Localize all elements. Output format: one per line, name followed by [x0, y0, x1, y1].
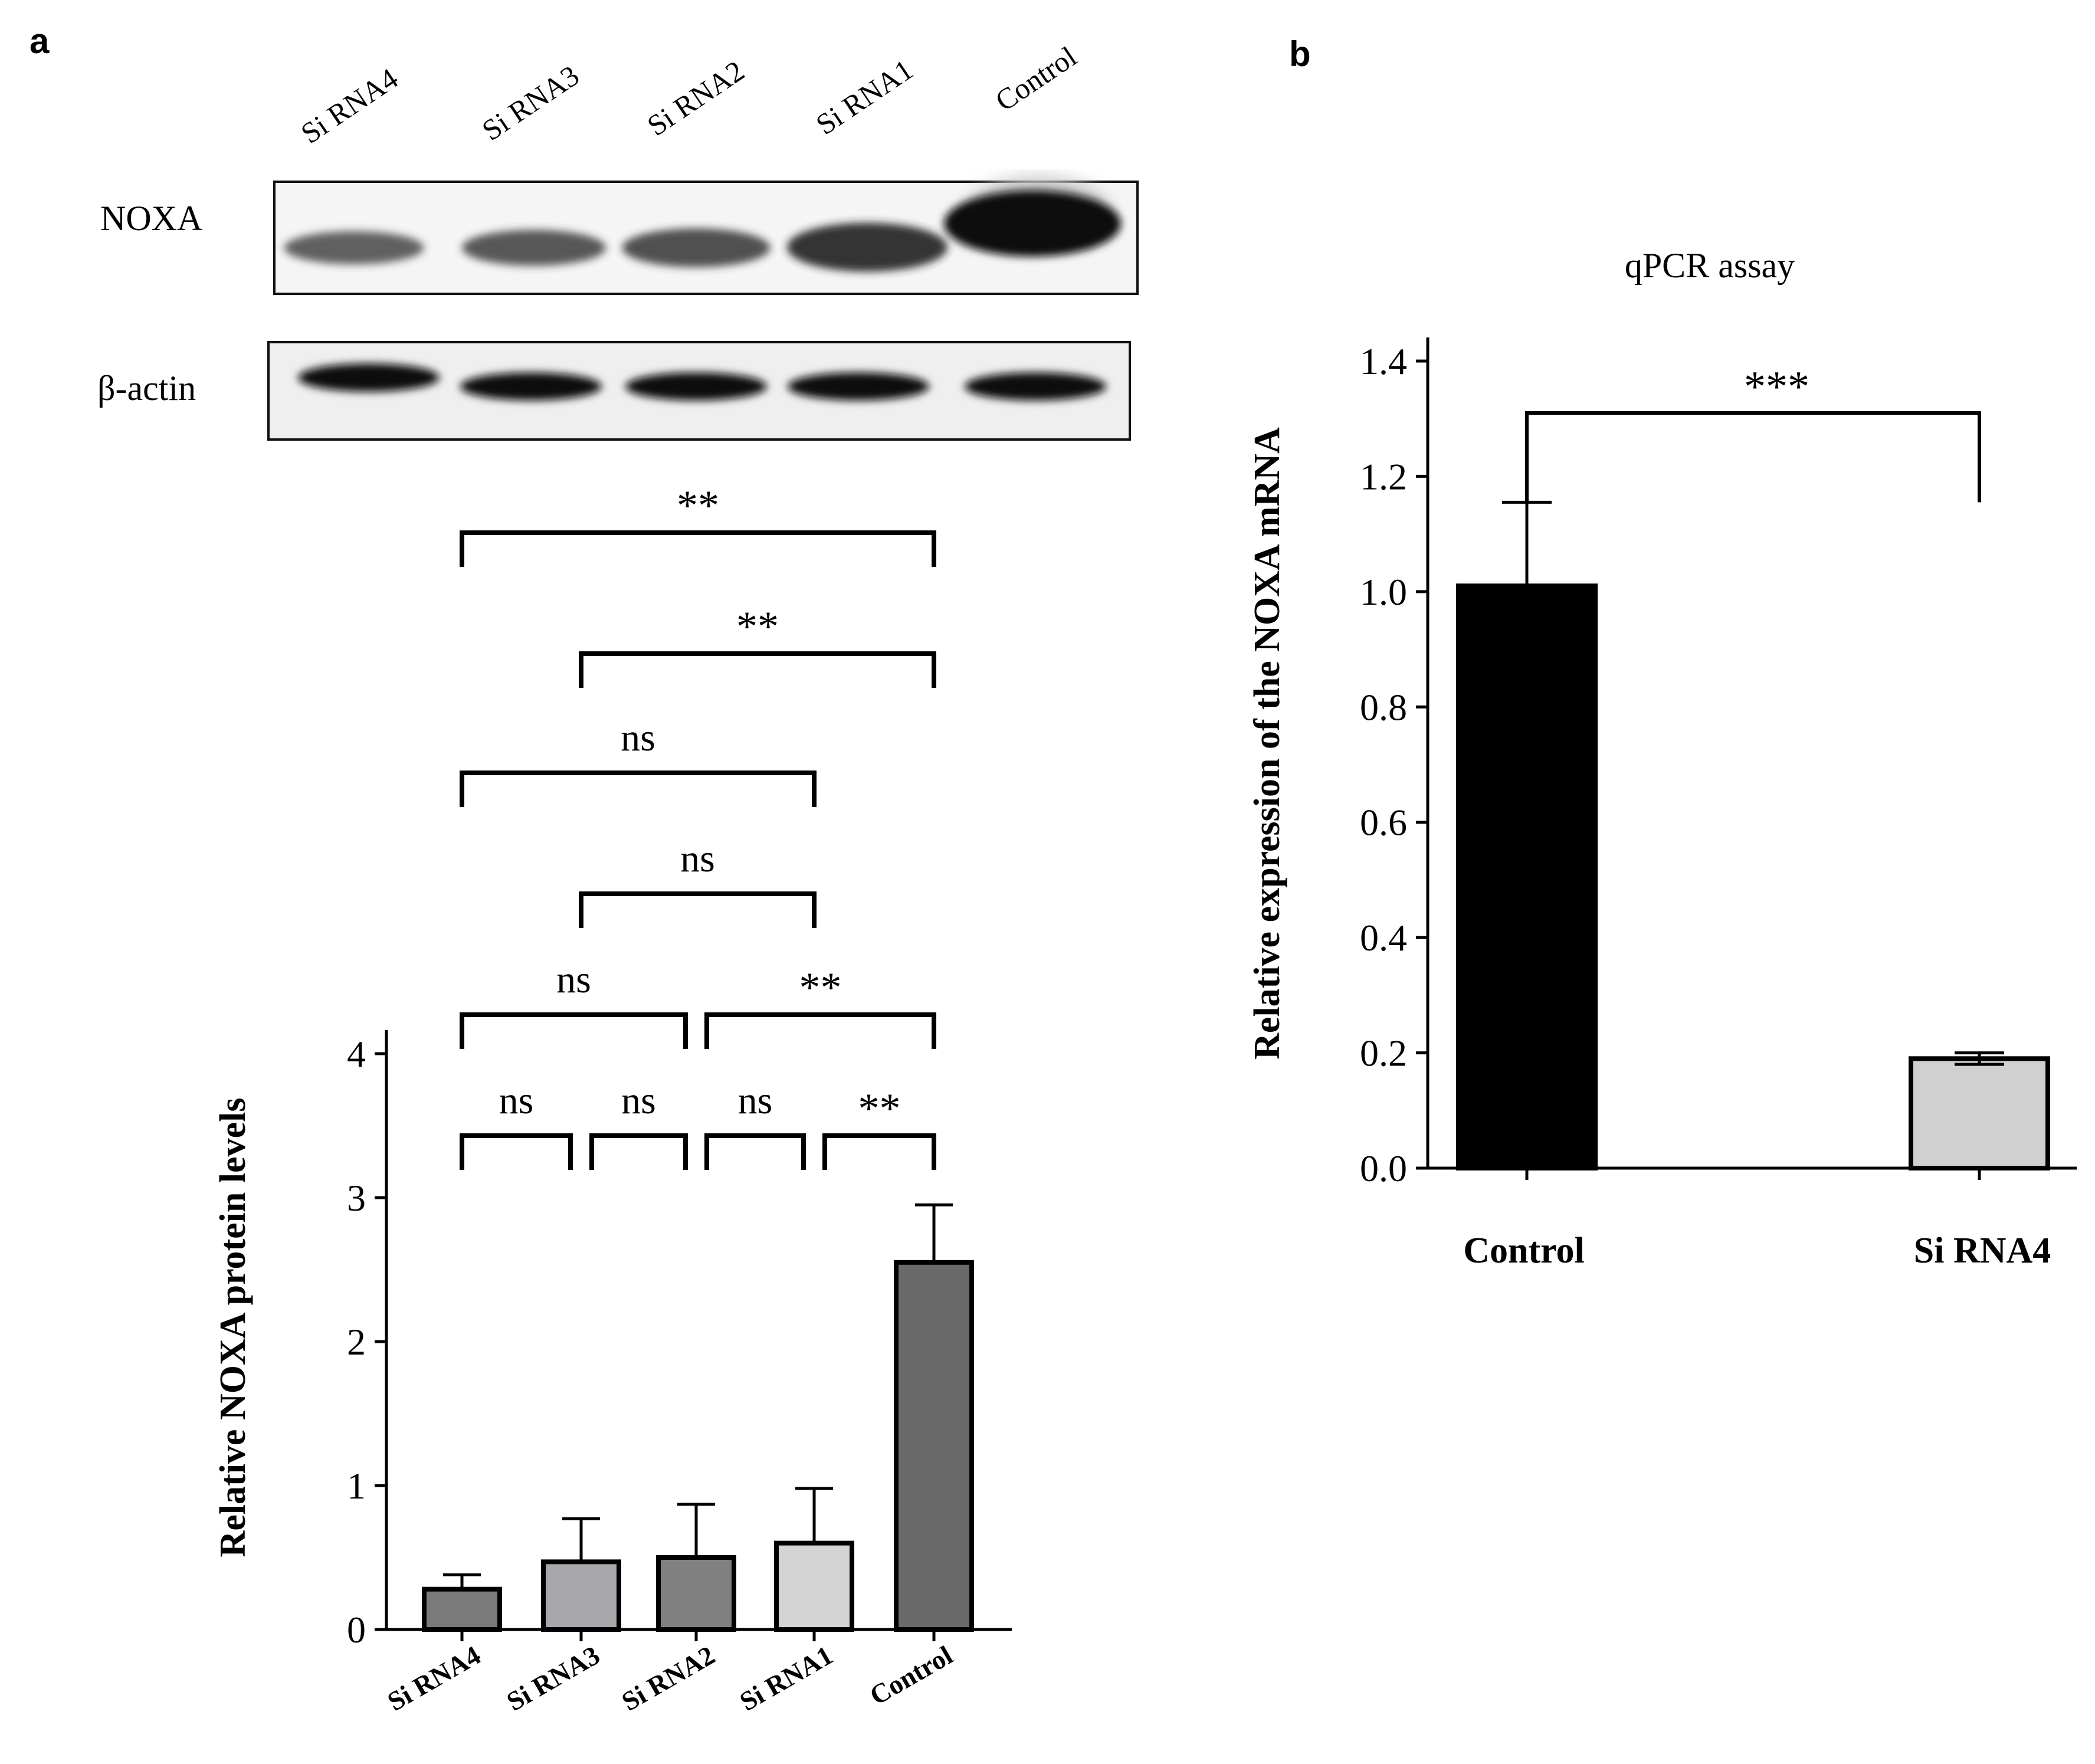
significance-label: ns [556, 958, 591, 1001]
lane-label: Si RNA3 [476, 58, 585, 147]
error-bar [1955, 1051, 2004, 1066]
panel-letter-b: b [1289, 34, 1311, 74]
x-tick-label: Si RNA4 [382, 1640, 486, 1716]
lane-label: Si RNA2 [641, 54, 750, 142]
error-bar [915, 1203, 953, 1263]
y-tick-label: 0.0 [1360, 1147, 1407, 1189]
x-tick-label: Si RNA2 [617, 1640, 720, 1716]
error-bar [443, 1573, 481, 1589]
significance-bracket: ** [822, 1085, 936, 1170]
significance-label: ns [680, 837, 715, 880]
blot-band [460, 372, 602, 401]
bar [1456, 583, 1598, 1170]
significance-label: *** [1744, 363, 1809, 411]
chart-b-y-axis-label: Relative expression of the NOXA mRNA [1247, 427, 1287, 1060]
significance-bracket: ns [704, 1079, 806, 1170]
significance-brackets: ns ns ns ** ns ** ns ns ** ** [460, 482, 936, 1170]
chart-a-y-axis-label: Relative NOXA protein levels [213, 1098, 253, 1558]
y-tick-label: 0.4 [1360, 917, 1407, 959]
blot-lane-labels: Si RNA4 Si RNA3 Si RNA2 Si RNA1 Control [295, 40, 1083, 150]
x-tick-label: Si RNA4 [1914, 1231, 2051, 1271]
y-tick-label: 3 [347, 1177, 366, 1219]
lane-label: Si RNA1 [810, 53, 919, 141]
significance-label: ** [677, 482, 719, 529]
y-tick-label: 0 [347, 1609, 366, 1651]
significance-label: ns [738, 1079, 773, 1122]
y-tick-label: 0.2 [1360, 1032, 1407, 1074]
y-tick-label: 1 [347, 1465, 366, 1507]
chart-a: Relative NOXA protein levels 0 1 2 3 4 Si RNA… [213, 482, 1012, 1717]
bar [541, 1559, 621, 1632]
bar [774, 1540, 854, 1632]
y-tick-label: 1.2 [1360, 455, 1407, 497]
y-tick-label: 2 [347, 1321, 366, 1363]
x-tick-label: Control [1463, 1231, 1585, 1271]
y-tick-label: 4 [347, 1033, 366, 1075]
significance-label: ns [499, 1079, 534, 1122]
bar [1909, 1056, 2050, 1171]
blot-band [944, 191, 1121, 257]
blot-band [787, 222, 947, 272]
y-tick-label: 1.4 [1360, 340, 1407, 382]
blot-band [965, 372, 1106, 401]
y-tick-label: 0.8 [1360, 686, 1407, 728]
error-bar [562, 1517, 600, 1562]
blot-band [462, 229, 606, 266]
lane-label: Si RNA4 [295, 61, 404, 150]
significance-bracket: ns [460, 716, 817, 807]
y-tick-label: 0.6 [1360, 802, 1407, 844]
x-tick-label: Si RNA3 [501, 1640, 605, 1716]
significance-bracket: ns [579, 837, 817, 928]
blot-row-label-actin: β-actin [97, 369, 196, 408]
error-bar [677, 1503, 715, 1558]
bar [656, 1555, 736, 1632]
significance-label: ** [736, 603, 779, 650]
significance-bracket: ** [704, 964, 936, 1049]
blot-band [788, 372, 929, 401]
blot-strip-actin [267, 341, 1131, 441]
western-blot: Si RNA4 Si RNA3 Si RNA2 Si RNA1 Control … [97, 40, 1139, 441]
chart-b-title: qPCR assay [1625, 246, 1795, 285]
x-tick-label: Control [864, 1640, 958, 1710]
blot-band [625, 372, 767, 401]
significance-label: ** [799, 964, 842, 1011]
error-bar [795, 1487, 833, 1543]
y-tick-label: 1.0 [1360, 571, 1407, 613]
significance-bracket: ns [589, 1079, 688, 1170]
significance-label: ns [621, 1079, 656, 1122]
bar [894, 1260, 974, 1632]
lane-label: Control [989, 40, 1083, 117]
blot-band [284, 231, 424, 265]
blot-strip-noxa [273, 176, 1139, 295]
blot-row-label-noxa: NOXA [100, 199, 202, 238]
significance-bracket: *** [1525, 363, 1981, 503]
significance-label: ** [858, 1085, 901, 1132]
blot-band [298, 363, 440, 392]
chart-b: qPCR assay Relative expression of the NO… [1247, 246, 2077, 1271]
significance-bracket: ** [579, 603, 936, 688]
panel-letter-a: a [29, 21, 50, 61]
x-tick-label: Si RNA1 [735, 1640, 838, 1716]
significance-bracket: ns [460, 958, 688, 1049]
significance-label: ns [621, 716, 655, 759]
significance-bracket: ns [460, 1079, 573, 1170]
significance-bracket: ** [460, 482, 936, 567]
blot-band [622, 228, 771, 267]
bar [422, 1586, 502, 1632]
